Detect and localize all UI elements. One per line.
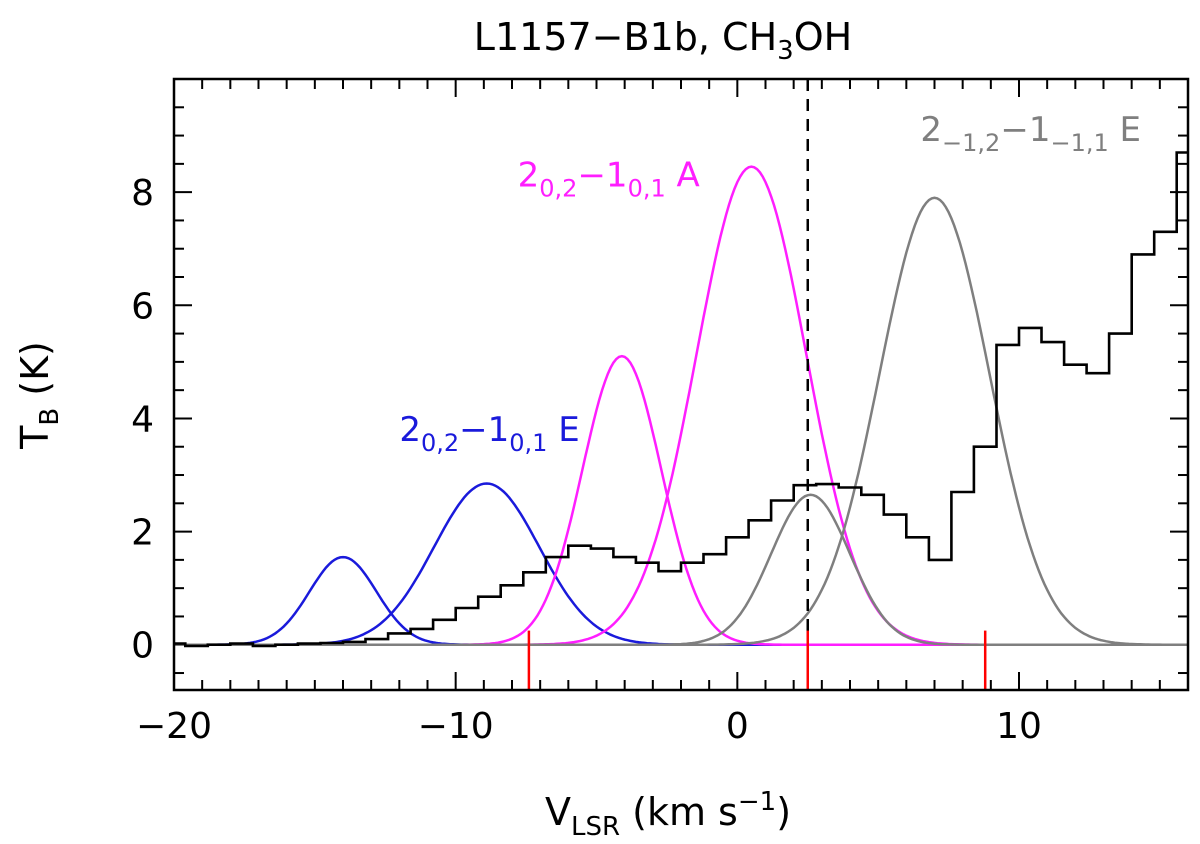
label-e2-mid: −1 bbox=[1000, 110, 1050, 150]
fit-curve-a_fit bbox=[174, 165, 1188, 646]
label-e-sub: 0,2 bbox=[421, 429, 459, 457]
label-e-sub2: 0,1 bbox=[509, 429, 547, 457]
y-tick-label: 6 bbox=[131, 286, 154, 327]
label-a: 20,2−10,1 A bbox=[518, 155, 700, 202]
x-axis-label-main: V bbox=[545, 790, 571, 834]
y-tick-label: 8 bbox=[131, 173, 154, 214]
label-e2-tail: E bbox=[1109, 110, 1141, 150]
label-a-sub: 0,2 bbox=[539, 174, 577, 202]
x-tick-label: −10 bbox=[418, 706, 494, 747]
x-tick-label: 10 bbox=[996, 706, 1042, 747]
chart-title-tail: OH bbox=[794, 15, 852, 59]
x-axis-label-sup: −1 bbox=[738, 787, 776, 817]
x-axis-label-sub: LSR bbox=[571, 812, 620, 842]
label-e2-sub2: −1,1 bbox=[1050, 129, 1108, 157]
y-axis-label-units: (K) bbox=[13, 341, 57, 408]
plot-frame bbox=[172, 77, 1190, 692]
chart-title: L1157−B1b, CH3OH bbox=[474, 15, 852, 66]
fit-curve-e2_fit bbox=[174, 196, 1188, 646]
x-axis-label-close: ) bbox=[776, 790, 791, 834]
y-tick-label: 0 bbox=[131, 626, 154, 667]
label-a-tail: A bbox=[666, 155, 700, 195]
label-e2-main: 2 bbox=[920, 110, 942, 150]
y-axis-label-sub: B bbox=[35, 408, 65, 426]
x-tick-label: 0 bbox=[726, 706, 749, 747]
label-e-mid: −1 bbox=[459, 410, 509, 450]
label-e2: 2−1,2−1−1,1 E bbox=[920, 110, 1141, 157]
y-tick-label: 4 bbox=[131, 399, 154, 440]
label-e-main: 2 bbox=[399, 410, 421, 450]
chart-title-main: L1157−B1b, CH bbox=[474, 15, 777, 59]
label-e2-sub: −1,2 bbox=[942, 129, 1000, 157]
x-axis-label-units: (km s bbox=[620, 790, 738, 834]
y-axis-label-main: T bbox=[13, 425, 57, 450]
label-a-sub2: 0,1 bbox=[628, 174, 666, 202]
label-e: 20,2−10,1 E bbox=[399, 410, 579, 457]
chart-title-sub: 3 bbox=[777, 36, 794, 66]
observed-spectrum-histogram bbox=[174, 151, 1188, 648]
y-tick-label: 2 bbox=[131, 513, 154, 554]
x-tick-label: −20 bbox=[136, 706, 212, 747]
label-a-mid: −1 bbox=[577, 155, 627, 195]
label-a-main: 2 bbox=[518, 155, 540, 195]
fit-curve-a_fit bbox=[174, 354, 1188, 646]
y-axis-label: TB (K) bbox=[13, 341, 65, 450]
x-axis-label: VLSR (km s−1) bbox=[545, 787, 791, 842]
label-e-tail: E bbox=[547, 410, 579, 450]
